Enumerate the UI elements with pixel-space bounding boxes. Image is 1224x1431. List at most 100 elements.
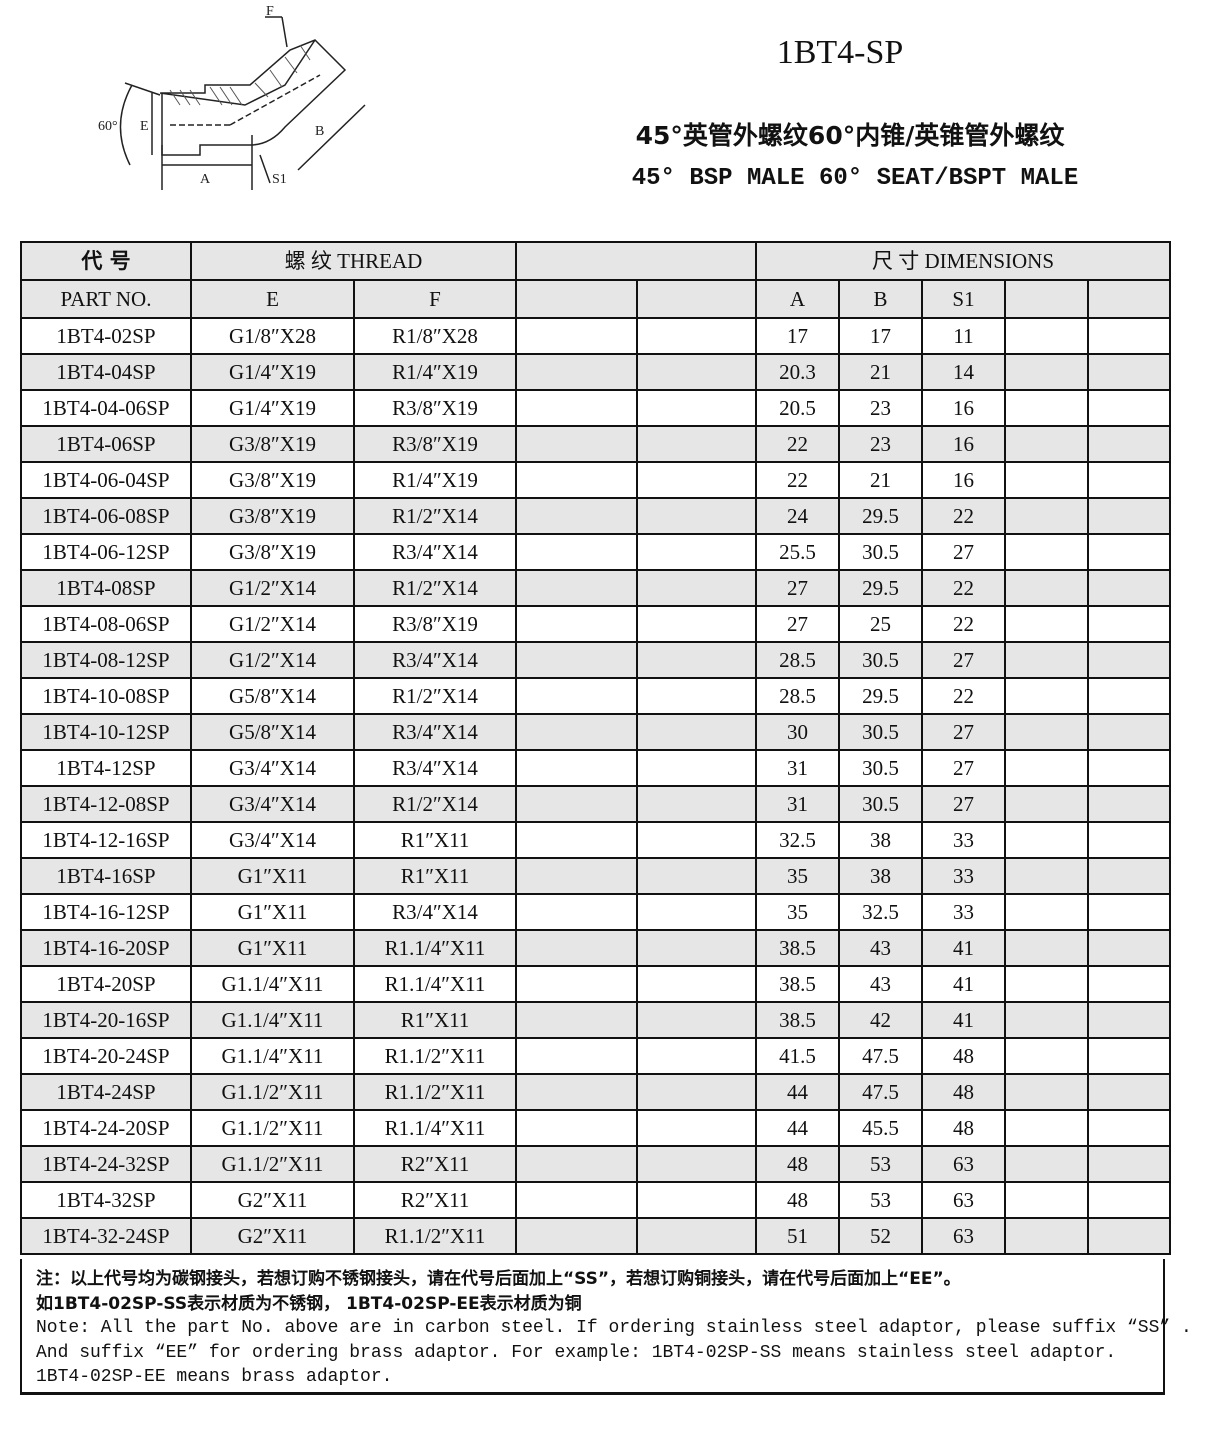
dimensions-table: 代 号 螺 纹 THREAD 尺 寸 DIMENSIONS PART NO. E… <box>20 241 1172 1255</box>
table-cell: 1BT4-24SP <box>20 1073 192 1111</box>
table-cell: R1.1/2″X11 <box>352 1073 518 1111</box>
table-cell: 1BT4-12-08SP <box>20 785 192 823</box>
empty-cell <box>1087 965 1172 1003</box>
empty-cell <box>515 497 639 535</box>
table-cell: 1BT4-08SP <box>20 569 192 607</box>
table-cell: 1BT4-10-12SP <box>20 713 192 751</box>
table-cell: G3/8″X19 <box>190 533 355 571</box>
empty-cell <box>636 533 758 571</box>
empty-cell <box>515 533 639 571</box>
table-row: 1BT4-02SP G1/8″X28 R1/8″X28 17 17 11 <box>20 317 1172 355</box>
subtitle-cn: 45°英管外螺纹60°内锥/英锥管外螺纹 <box>635 121 1065 150</box>
empty-cell <box>636 605 758 643</box>
table-cell: 63 <box>921 1217 1007 1255</box>
table-cell: 28.5 <box>755 641 841 679</box>
table-row: 1BT4-06SP G3/8″X19 R3/8″X19 22 23 16 <box>20 425 1172 463</box>
table-cell: 22 <box>921 497 1007 535</box>
table-cell: 30.5 <box>838 785 924 823</box>
empty-cell <box>1004 533 1090 571</box>
empty-cell <box>1087 821 1172 859</box>
table-cell: G2″X11 <box>190 1217 355 1255</box>
table-cell: R3/4″X14 <box>352 533 518 571</box>
table-cell: 1BT4-20SP <box>20 965 192 1003</box>
empty-cell <box>636 1073 758 1111</box>
table-cell: 16 <box>921 425 1007 463</box>
table-row: 1BT4-12-16SP G3/4″X14 R1″X11 32.5 38 33 <box>20 821 1172 859</box>
header-part-cn: 代 号 <box>20 241 192 281</box>
table-cell: R1.1/4″X11 <box>352 929 518 967</box>
table-cell: G1″X11 <box>190 857 355 895</box>
header-a: A <box>755 279 841 319</box>
table-cell: G1/2″X14 <box>190 569 355 607</box>
table-cell: G3/8″X19 <box>190 497 355 535</box>
empty-cell <box>515 1037 639 1075</box>
empty-cell <box>636 1181 758 1219</box>
table-cell: R1/2″X14 <box>352 569 518 607</box>
table-cell: 1BT4-04-06SP <box>20 389 192 427</box>
header-blank <box>1004 279 1090 319</box>
empty-cell <box>636 749 758 787</box>
empty-cell <box>636 641 758 679</box>
empty-cell <box>515 857 639 895</box>
empty-cell <box>636 425 758 463</box>
table-row: 1BT4-04SP G1/4″X19 R1/4″X19 20.3 21 14 <box>20 353 1172 391</box>
empty-cell <box>1004 713 1090 751</box>
empty-cell <box>1004 677 1090 715</box>
empty-cell <box>515 1109 639 1147</box>
empty-cell <box>1087 389 1172 427</box>
table-cell: 48 <box>755 1145 841 1183</box>
empty-cell <box>1004 857 1090 895</box>
empty-cell <box>636 1037 758 1075</box>
empty-cell <box>636 821 758 859</box>
table-cell: 1BT4-06SP <box>20 425 192 463</box>
table-cell: 29.5 <box>838 569 924 607</box>
table-row: 1BT4-06-08SP G3/8″X19 R1/2″X14 24 29.5 22 <box>20 497 1172 535</box>
header-blank <box>1087 279 1172 319</box>
table-cell: 33 <box>921 857 1007 895</box>
table-row: 1BT4-20-16SP G1.1/4″X11 R1″X11 38.5 42 41 <box>20 1001 1172 1039</box>
empty-cell <box>1087 497 1172 535</box>
table-cell: R3/4″X14 <box>352 749 518 787</box>
empty-cell <box>1087 569 1172 607</box>
empty-cell <box>636 1001 758 1039</box>
empty-cell <box>515 965 639 1003</box>
table-cell: G1.1/2″X11 <box>190 1145 355 1183</box>
table-cell: 27 <box>755 569 841 607</box>
table-cell: R3/8″X19 <box>352 389 518 427</box>
empty-cell <box>636 965 758 1003</box>
table-row: 1BT4-06-04SP G3/8″X19 R1/4″X19 22 21 16 <box>20 461 1172 499</box>
empty-cell <box>636 677 758 715</box>
table-cell: 1BT4-16SP <box>20 857 192 895</box>
table-cell: R1/8″X28 <box>352 317 518 355</box>
table-cell: R1/2″X14 <box>352 497 518 535</box>
table-row: 1BT4-08SP G1/2″X14 R1/2″X14 27 29.5 22 <box>20 569 1172 607</box>
empty-cell <box>636 1145 758 1183</box>
empty-cell <box>636 353 758 391</box>
table-cell: 1BT4-06-08SP <box>20 497 192 535</box>
table-cell: G1″X11 <box>190 893 355 931</box>
empty-cell <box>1087 1037 1172 1075</box>
table-cell: 1BT4-24-32SP <box>20 1145 192 1183</box>
table-cell: 48 <box>921 1109 1007 1147</box>
header-blank <box>515 279 639 319</box>
table-row: 1BT4-10-12SP G5/8″X14 R3/4″X14 30 30.5 27 <box>20 713 1172 751</box>
table-cell: 16 <box>921 389 1007 427</box>
table-cell: 1BT4-16-20SP <box>20 929 192 967</box>
empty-cell <box>636 497 758 535</box>
table-cell: G1.1/4″X11 <box>190 965 355 1003</box>
table-cell: 17 <box>755 317 841 355</box>
table-cell: 30.5 <box>838 533 924 571</box>
table-cell: R1/2″X14 <box>352 785 518 823</box>
table-cell: R3/8″X19 <box>352 605 518 643</box>
table-cell: 1BT4-20-24SP <box>20 1037 192 1075</box>
empty-cell <box>515 1181 639 1219</box>
table-row: 1BT4-08-06SP G1/2″X14 R3/8″X19 27 25 22 <box>20 605 1172 643</box>
table-row: 1BT4-10-08SP G5/8″X14 R1/2″X14 28.5 29.5 22 <box>20 677 1172 715</box>
empty-cell <box>1004 1109 1090 1147</box>
table-cell: G1/4″X19 <box>190 353 355 391</box>
table-cell: 38 <box>838 857 924 895</box>
empty-cell <box>1087 1181 1172 1219</box>
table-cell: G5/8″X14 <box>190 713 355 751</box>
empty-cell <box>1087 1109 1172 1147</box>
table-cell: 23 <box>838 425 924 463</box>
